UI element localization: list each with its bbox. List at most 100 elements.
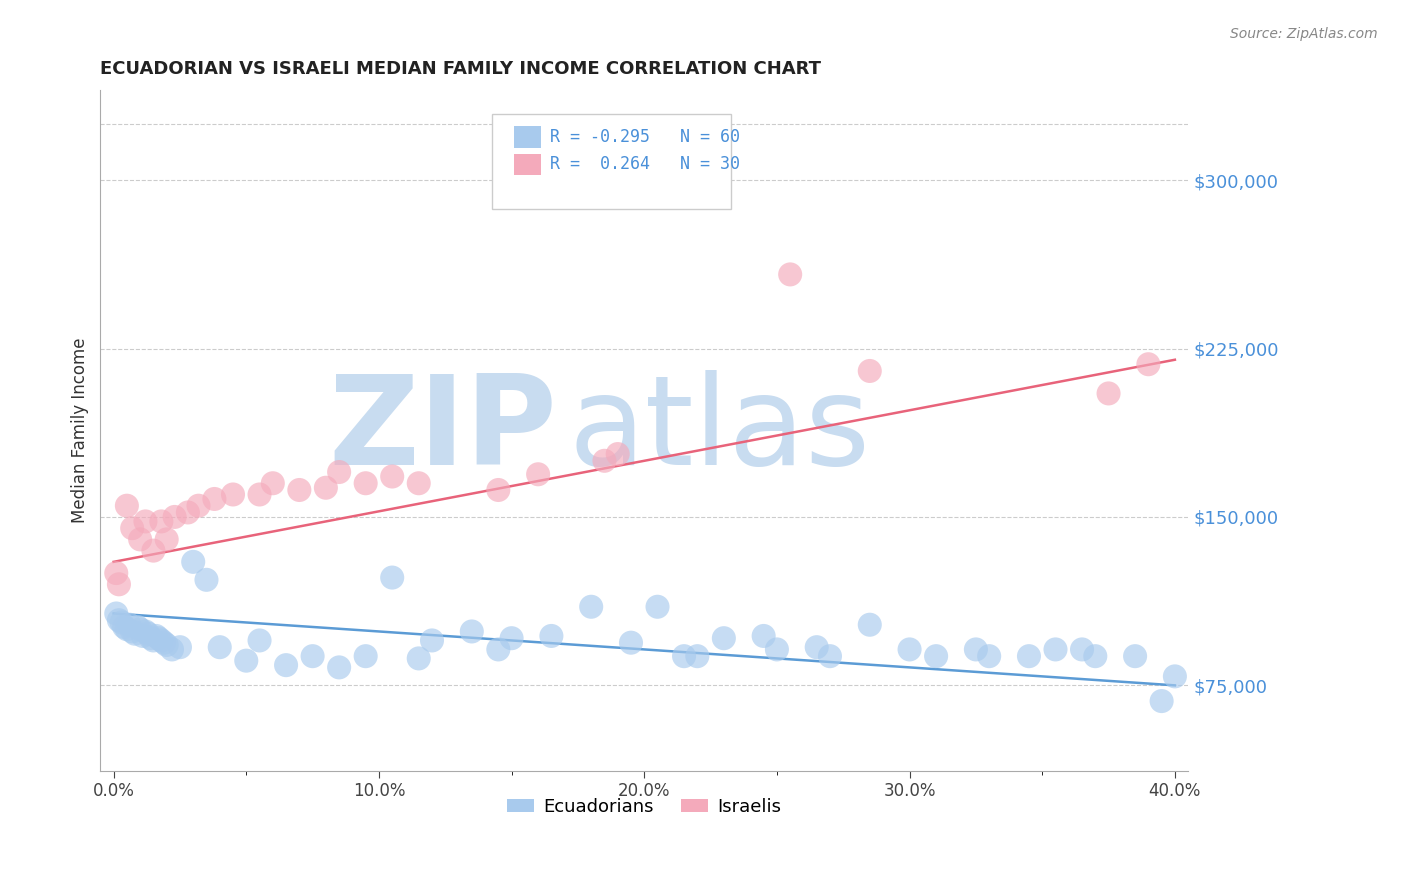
Point <box>129 533 152 547</box>
Point <box>501 631 523 645</box>
Point <box>163 510 186 524</box>
Point <box>105 566 128 580</box>
Point <box>1097 386 1119 401</box>
Point <box>181 555 204 569</box>
Text: R =  0.264   N = 30: R = 0.264 N = 30 <box>550 155 740 173</box>
Point <box>673 649 696 664</box>
Point <box>752 629 775 643</box>
Point <box>328 465 350 479</box>
Point <box>145 629 167 643</box>
Point <box>898 642 921 657</box>
Point <box>579 599 602 614</box>
Point <box>150 633 173 648</box>
Y-axis label: Median Family Income: Median Family Income <box>72 338 89 524</box>
Point <box>859 364 882 378</box>
Point <box>1137 357 1160 371</box>
Point <box>354 649 377 664</box>
Point <box>110 615 132 630</box>
Point <box>593 454 616 468</box>
Point <box>235 654 257 668</box>
Point <box>105 607 128 621</box>
Point <box>408 476 430 491</box>
Point <box>187 499 209 513</box>
Point <box>142 633 165 648</box>
Point <box>115 622 138 636</box>
Point <box>132 629 155 643</box>
Point <box>766 642 789 657</box>
Point <box>1123 649 1146 664</box>
FancyBboxPatch shape <box>492 114 731 210</box>
Point <box>249 633 271 648</box>
Point <box>527 467 550 482</box>
Point <box>148 631 170 645</box>
Point <box>1045 642 1067 657</box>
Point <box>153 636 176 650</box>
Point <box>461 624 484 639</box>
Point <box>195 573 218 587</box>
Point <box>115 499 138 513</box>
Point <box>274 658 297 673</box>
Point <box>1164 669 1187 683</box>
Point <box>150 515 173 529</box>
Point <box>1084 649 1107 664</box>
Point <box>486 642 509 657</box>
Text: Source: ZipAtlas.com: Source: ZipAtlas.com <box>1230 27 1378 41</box>
Point <box>249 487 271 501</box>
Point <box>124 626 146 640</box>
Point <box>686 649 709 664</box>
Text: atlas: atlas <box>568 370 870 491</box>
Point <box>965 642 987 657</box>
Point <box>328 660 350 674</box>
Text: ECUADORIAN VS ISRAELI MEDIAN FAMILY INCOME CORRELATION CHART: ECUADORIAN VS ISRAELI MEDIAN FAMILY INCO… <box>100 60 821 78</box>
Point <box>112 620 135 634</box>
Point <box>606 447 628 461</box>
Point <box>108 613 131 627</box>
Point <box>647 599 669 614</box>
Point <box>139 631 162 645</box>
Point <box>301 649 323 664</box>
Point <box>204 491 226 506</box>
Point <box>979 649 1001 664</box>
Point <box>818 649 841 664</box>
Legend: Ecuadorians, Israelis: Ecuadorians, Israelis <box>501 790 789 823</box>
Point <box>408 651 430 665</box>
Point <box>354 476 377 491</box>
Point <box>381 570 404 584</box>
Point <box>381 469 404 483</box>
Point <box>779 268 801 282</box>
Point <box>108 577 131 591</box>
Point <box>142 543 165 558</box>
Point <box>121 624 143 639</box>
Point <box>169 640 191 655</box>
Point <box>177 505 200 519</box>
Text: ZIP: ZIP <box>329 370 557 491</box>
Point <box>156 638 179 652</box>
Point <box>620 636 643 650</box>
Point <box>1018 649 1040 664</box>
Point <box>859 617 882 632</box>
Point <box>160 642 183 657</box>
Point <box>713 631 735 645</box>
FancyBboxPatch shape <box>513 153 541 176</box>
FancyBboxPatch shape <box>513 127 541 148</box>
Point <box>129 622 152 636</box>
Point <box>136 626 159 640</box>
Point <box>127 620 149 634</box>
Point <box>156 533 179 547</box>
Point <box>1071 642 1094 657</box>
Point <box>925 649 948 664</box>
Point <box>134 515 156 529</box>
Point <box>540 629 562 643</box>
Point <box>121 521 143 535</box>
Point <box>288 483 311 497</box>
Point <box>486 483 509 497</box>
Text: R = -0.295   N = 60: R = -0.295 N = 60 <box>550 128 740 146</box>
Point <box>208 640 231 655</box>
Point <box>806 640 828 655</box>
Point <box>315 481 337 495</box>
Point <box>1150 694 1173 708</box>
Point <box>420 633 443 648</box>
Point <box>262 476 284 491</box>
Point <box>118 617 141 632</box>
Point <box>134 624 156 639</box>
